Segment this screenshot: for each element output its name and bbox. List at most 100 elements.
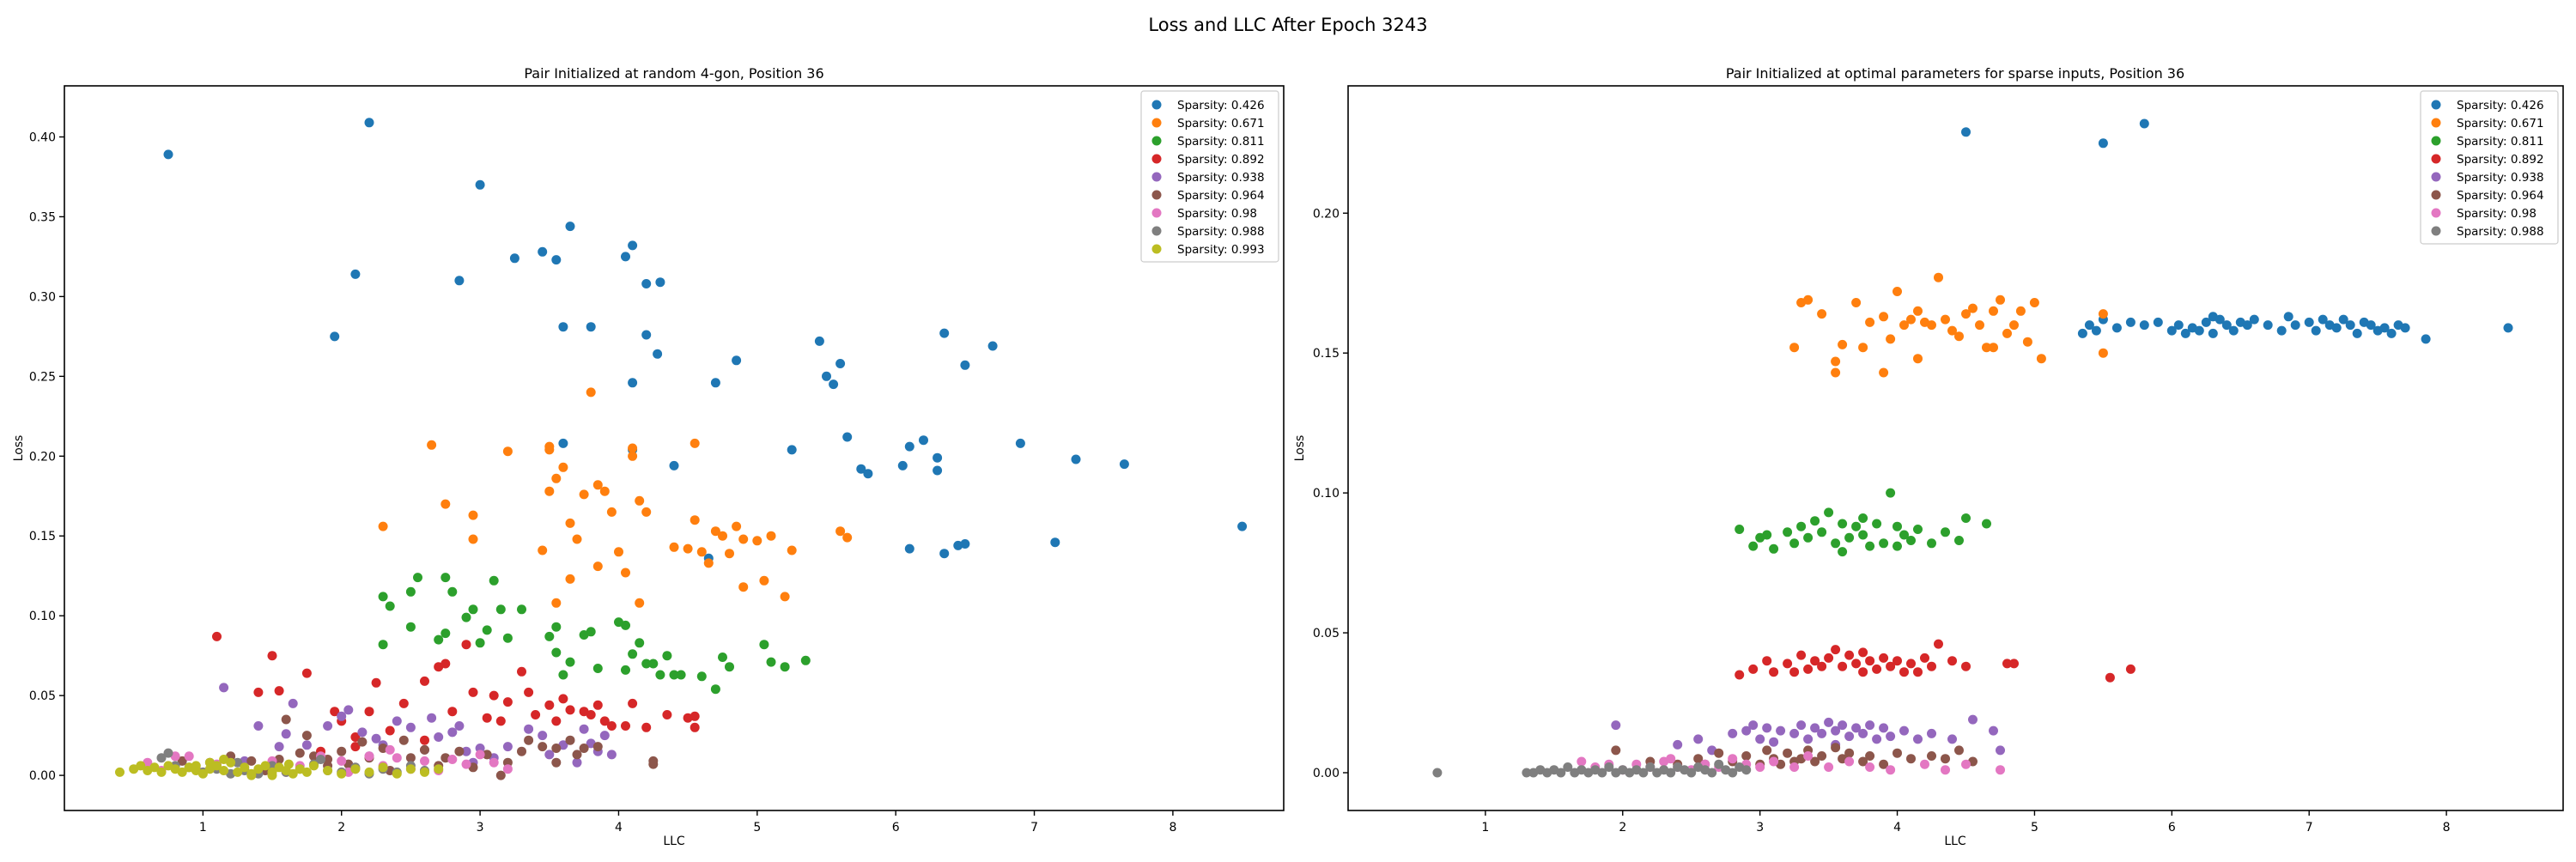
scatter-point <box>551 647 562 658</box>
scatter-point <box>1755 734 1765 744</box>
y-tick-label: 0.15 <box>1313 347 1340 361</box>
scatter-point <box>2180 328 2190 338</box>
legend-marker <box>2431 172 2441 182</box>
x-tick-label: 1 <box>1481 821 1489 835</box>
scatter-point <box>495 604 506 615</box>
scatter-point <box>621 665 630 675</box>
scatter-point <box>1714 748 1724 758</box>
scatter-point <box>2331 323 2342 333</box>
legend-label: Sparsity: 0.938 <box>1177 171 1265 185</box>
y-axis-label: Loss <box>1293 435 1307 462</box>
scatter-point <box>835 526 846 537</box>
scatter-point <box>1982 343 1991 353</box>
scatter-point <box>592 480 603 490</box>
scatter-point <box>606 721 617 731</box>
scatter-point <box>1789 538 1800 549</box>
scatter-point <box>301 668 312 678</box>
scatter-point <box>2304 317 2314 327</box>
scatter-point <box>1927 728 1936 738</box>
scatter-point <box>1906 754 1916 764</box>
y-tick-label: 0.25 <box>29 370 56 384</box>
y-tick-label: 0.05 <box>29 689 56 703</box>
legend: Sparsity: 0.426 Sparsity: 0.671 Sparsity: … <box>2420 90 2559 245</box>
scatter-point <box>1865 541 1875 551</box>
scatter-point <box>378 640 388 650</box>
scatter-point <box>538 246 548 257</box>
legend-label: Sparsity: 0.811 <box>1177 135 1265 149</box>
scatter-point <box>1893 656 1902 666</box>
scatter-point <box>524 687 534 697</box>
scatter-point <box>1577 756 1587 767</box>
scatter-point <box>572 534 582 544</box>
scatter-point <box>2283 312 2293 322</box>
scatter-point <box>1893 541 1902 551</box>
scatter-point <box>420 744 429 755</box>
scatter-point <box>1432 768 1443 778</box>
scatter-point <box>281 714 291 725</box>
scatter-point <box>662 651 672 661</box>
scatter-point <box>606 750 617 760</box>
scatter-point <box>2153 317 2163 327</box>
legend-label: Sparsity: 0.988 <box>1177 225 1265 239</box>
scatter-point <box>392 716 402 726</box>
x-tick-label: 5 <box>2031 821 2038 835</box>
legend-label: Sparsity: 0.671 <box>2457 117 2544 131</box>
scatter-point <box>759 575 769 586</box>
scatter-point <box>551 473 562 483</box>
scatter-point <box>1071 454 1081 464</box>
x-tick-label: 3 <box>1756 821 1764 835</box>
scatter-point <box>1789 343 1800 353</box>
plot-area-frame <box>64 85 1285 811</box>
scatter-point <box>1789 667 1800 677</box>
scatter-point <box>385 601 395 611</box>
scatter-point <box>579 744 589 753</box>
scatter-point <box>1913 734 1923 744</box>
scatter-point <box>509 253 519 264</box>
scatter-point <box>392 753 402 763</box>
scatter-point <box>1611 745 1621 756</box>
scatter-point <box>1893 748 1902 758</box>
scatter-point <box>933 452 943 463</box>
scatter-point <box>1858 647 1868 658</box>
scatter-point <box>2503 323 2513 333</box>
scatter-point <box>212 631 222 641</box>
scatter-point <box>502 742 513 752</box>
scatter-point <box>710 526 720 537</box>
scatter-point <box>1831 538 1841 549</box>
scatter-point <box>1913 306 1923 316</box>
scatter-point <box>1810 516 1820 526</box>
scatter-point <box>1735 670 1745 680</box>
scatter-point <box>378 592 388 602</box>
scatter-point <box>260 761 270 771</box>
scatter-point <box>191 761 201 771</box>
scatter-point <box>565 735 575 745</box>
legend-marker <box>1151 208 1162 218</box>
scatter-point <box>1886 661 1896 671</box>
scatter-point <box>1844 731 1855 742</box>
scatter-point <box>405 764 416 774</box>
scatter-point <box>592 700 603 710</box>
scatter-point <box>835 359 846 368</box>
scatter-point <box>163 748 173 758</box>
scatter-point <box>1563 762 1573 772</box>
scatter-point <box>1927 751 1936 761</box>
scatter-point <box>1982 519 1991 529</box>
scatter-point <box>1886 334 1896 344</box>
scatter-point <box>274 686 284 696</box>
scatter-point <box>301 731 312 741</box>
scatter-point <box>337 756 347 766</box>
legend-marker <box>1151 244 1162 254</box>
scatter-point <box>1783 748 1793 758</box>
scatter-point <box>1872 519 1882 529</box>
x-tick-label: 4 <box>1893 821 1901 835</box>
scatter-point <box>2276 325 2287 336</box>
scatter-point <box>115 767 125 777</box>
scatter-point <box>1707 768 1717 778</box>
scatter-point <box>1934 639 1943 649</box>
scatter-point <box>1803 734 1814 744</box>
scatter-point <box>635 638 645 648</box>
legend-marker <box>1151 226 1162 236</box>
legend-label: Sparsity: 0.938 <box>2457 171 2544 185</box>
scatter-point <box>599 716 610 726</box>
scatter-point <box>495 716 506 726</box>
